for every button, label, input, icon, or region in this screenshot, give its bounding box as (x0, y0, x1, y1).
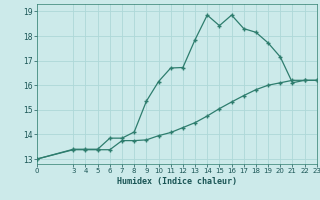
X-axis label: Humidex (Indice chaleur): Humidex (Indice chaleur) (117, 177, 237, 186)
